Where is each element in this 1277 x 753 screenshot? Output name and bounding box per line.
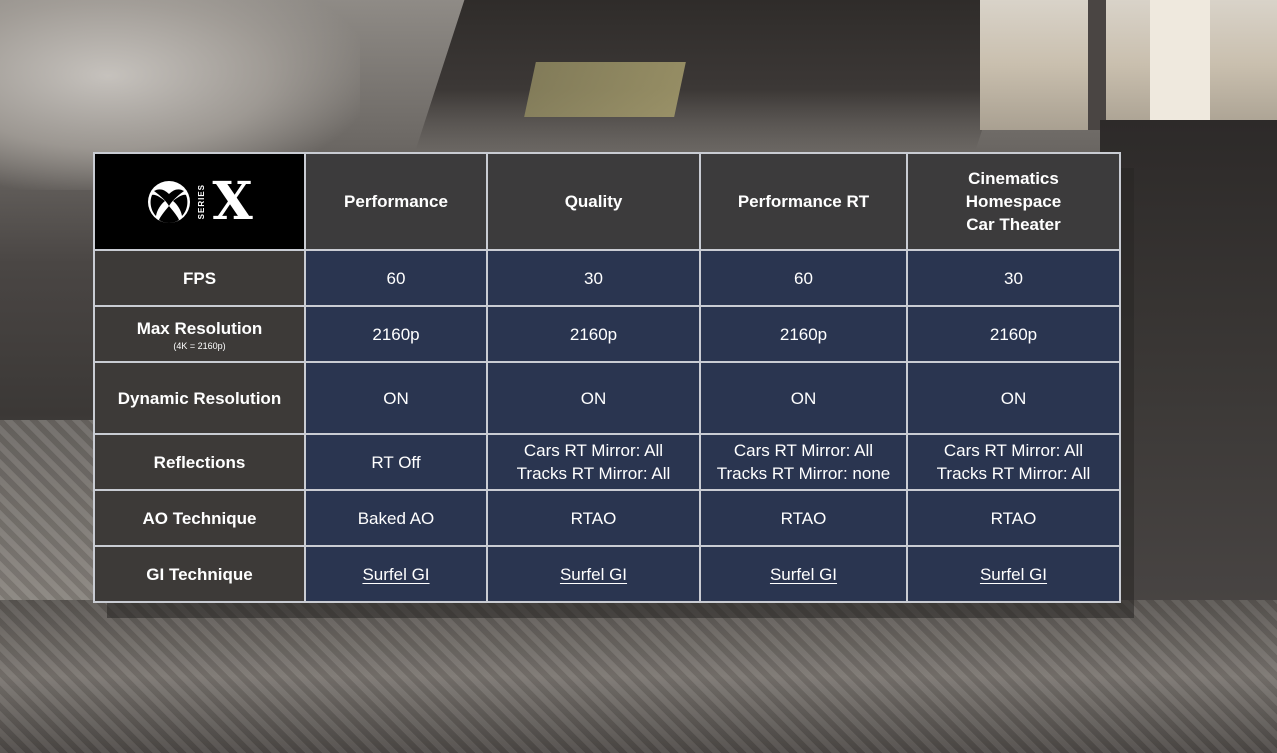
xbox-sphere-icon [148,180,191,223]
table-cell: ON [486,361,701,435]
table-cell: Surfel GI [304,545,488,603]
table-cell: 30 [486,249,701,307]
table-cell: 60 [699,249,908,307]
cell-line: Tracks RT Mirror: All [516,464,671,483]
header-line: Homespace [965,192,1062,211]
table-cell: Cars RT Mirror: All Tracks RT Mirror: Al… [486,433,701,491]
model-letter: X [212,170,253,232]
background-scenery [0,600,1277,753]
background-scenery [524,62,686,117]
column-header-quality: Quality [486,152,701,251]
table-cell: Cars RT Mirror: All Tracks RT Mirror: Al… [906,433,1121,491]
column-header-performance-rt: Performance RT [699,152,908,251]
table-cell: Surfel GI [906,545,1121,603]
series-text: SERIES [197,183,207,220]
table-cell: RT Off [304,433,488,491]
column-header-performance: Performance [304,152,488,251]
cell-line: Cars RT Mirror: All [523,441,664,460]
table-cell: Surfel GI [486,545,701,603]
table-row-gi-technique: GI Technique Surfel GI Surfel GI Surfel … [93,545,1121,603]
background-scenery [0,420,100,620]
table-cell: RTAO [486,489,701,547]
cell-text: Surfel GI [769,564,838,584]
header-line: Performance RT [737,192,870,211]
table-row-dynamic-resolution: Dynamic Resolution ON ON ON ON [93,361,1121,435]
header-line: Car Theater [966,215,1061,234]
cell-line: Tracks RT Mirror: All [936,464,1091,483]
table-cell: ON [699,361,908,435]
background-scenery [415,0,1025,150]
header-line: Cinematics [968,169,1059,188]
cell-line: Tracks RT Mirror: none [716,464,891,483]
cell-line: Cars RT Mirror: All [943,441,1084,460]
cell-text: Surfel GI [362,564,430,584]
header-row: SERIES X Performance Quality Performance… [93,152,1121,251]
table-cell: Baked AO [304,489,488,547]
xbox-series-x-logo: SERIES X [93,152,306,251]
row-label: GI Technique [93,545,306,603]
cell-line: Cars RT Mirror: All [733,441,874,460]
cell-text: Surfel GI [979,564,1048,584]
table-cell: 2160p [906,305,1121,363]
table-cell: ON [906,361,1121,435]
row-label: Reflections [93,433,306,491]
background-scenery [980,0,1277,130]
table-cell: Cars RT Mirror: All Tracks RT Mirror: no… [699,433,908,491]
table-cell: 30 [906,249,1121,307]
table-row-fps: FPS 60 30 60 30 [93,249,1121,307]
row-label-cell: Max Resolution (4K = 2160p) [93,305,306,363]
table-row-max-resolution: Max Resolution (4K = 2160p) 2160p 2160p … [93,305,1121,363]
row-label: Max Resolution [136,318,263,338]
table-cell: RTAO [906,489,1121,547]
table-cell: RTAO [699,489,908,547]
background-scenery [1150,0,1210,130]
row-label: AO Technique [93,489,306,547]
logo-group: SERIES X [95,170,304,232]
table-cell: ON [304,361,488,435]
column-header-cinematics: Cinematics Homespace Car Theater [906,152,1121,251]
header-line: Performance [344,192,448,211]
row-label: FPS [93,249,306,307]
graphics-modes-table: SERIES X Performance Quality Performance… [93,152,1121,603]
table-cell: 60 [304,249,488,307]
table-row-ao-technique: AO Technique Baked AO RTAO RTAO RTAO [93,489,1121,547]
table-cell: 2160p [486,305,701,363]
row-sublabel: (4K = 2160p) [173,340,226,351]
header-line: Quality [564,192,623,211]
table-row-reflections: Reflections RT Off Cars RT Mirror: All T… [93,433,1121,491]
table-cell: 2160p [304,305,488,363]
table-cell: Surfel GI [699,545,908,603]
background-scenery [1088,0,1106,130]
row-label: Dynamic Resolution [93,361,306,435]
table-cell: 2160p [699,305,908,363]
cell-text: Surfel GI [559,564,628,584]
